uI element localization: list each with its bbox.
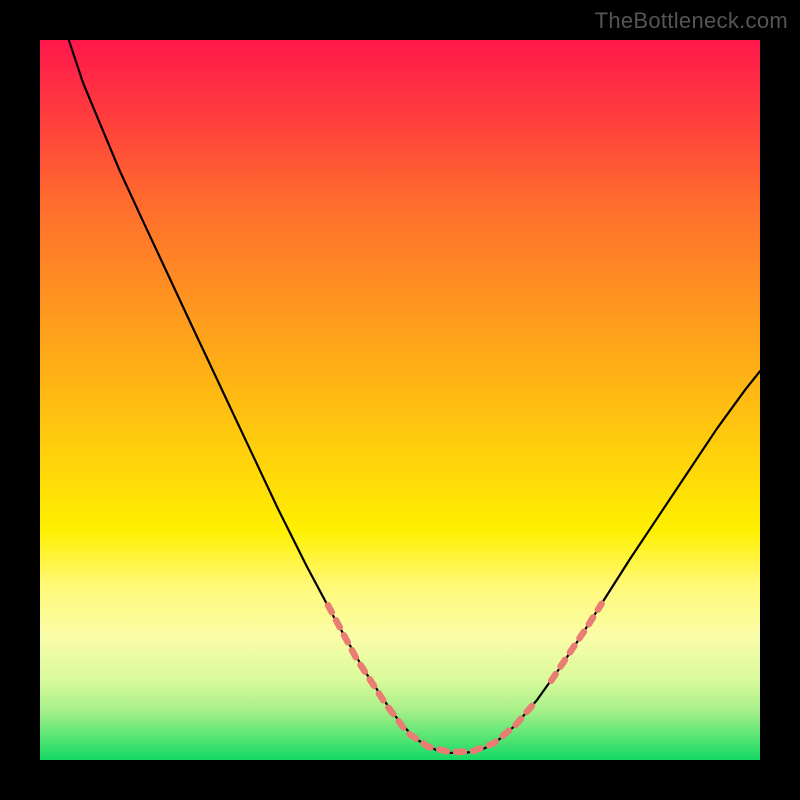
chart-svg (40, 40, 760, 760)
watermark-text: TheBottleneck.com (595, 8, 788, 34)
plot-area (40, 40, 760, 760)
gradient-background (40, 40, 760, 760)
